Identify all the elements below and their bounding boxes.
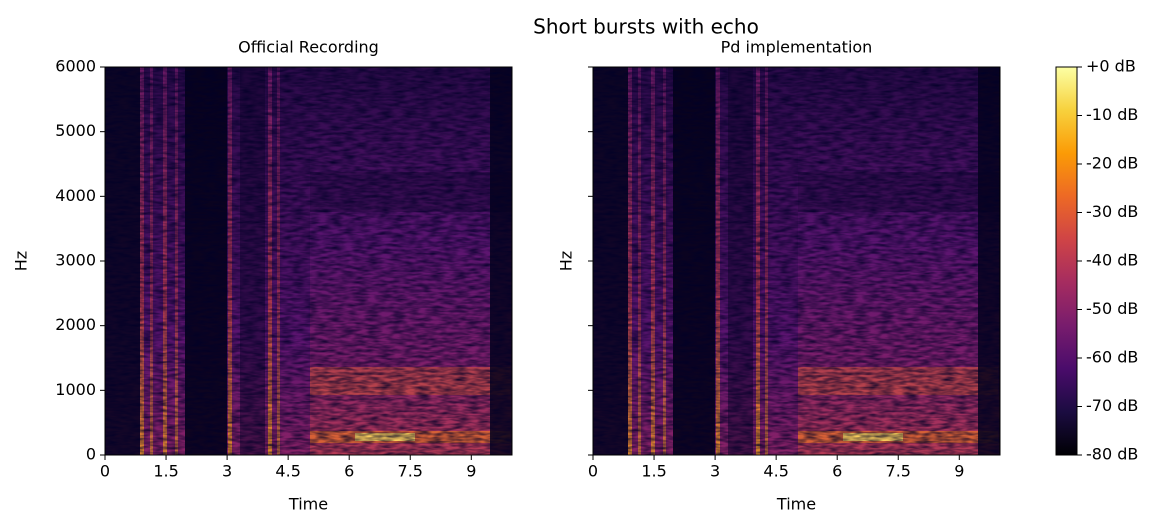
colorbar-tick-label: +0 dB [1086,57,1136,76]
y-axis-label: Hz [12,251,31,271]
colorbar-tick-label: -80 dB [1086,445,1138,464]
x-axis-label: Time [288,495,328,514]
x-tick-label: 6 [344,462,354,481]
subplot-title: Official Recording [238,38,379,57]
figure-title: Short bursts with echo [533,15,759,39]
x-axis-label: Time [776,495,816,514]
y-tick-label: 0 [86,445,96,464]
y-tick-label: 1000 [55,380,96,399]
colorbar-tick-label: -60 dB [1086,348,1138,367]
x-tick-label: 3 [222,462,232,481]
spectrogram-image [593,67,1000,455]
x-tick-label: 3 [710,462,720,481]
colorbar-tick-label: -30 dB [1086,202,1138,221]
colorbar-tick-label: -70 dB [1086,396,1138,415]
x-tick-label: 9 [466,462,476,481]
subplot-title: Pd implementation [721,38,873,57]
colorbar-tick-label: -10 dB [1086,105,1138,124]
y-tick-label: 5000 [55,121,96,140]
x-tick-label: 4.5 [763,462,788,481]
x-tick-label: 4.5 [275,462,300,481]
y-tick-label: 6000 [55,57,96,76]
colorbar-tick-label: -20 dB [1086,154,1138,173]
spectrogram-image [105,67,512,455]
y-axis-label: Hz [557,251,576,271]
y-tick-label: 4000 [55,186,96,205]
x-tick-label: 9 [954,462,964,481]
x-tick-label: 1.5 [641,462,666,481]
x-tick-label: 0 [588,462,598,481]
y-tick-label: 3000 [55,251,96,270]
y-tick-label: 2000 [55,315,96,334]
x-tick-label: 6 [832,462,842,481]
colorbar [1055,66,1078,456]
x-tick-label: 7.5 [886,462,911,481]
x-tick-label: 0 [100,462,110,481]
x-tick-label: 1.5 [153,462,178,481]
colorbar-tick-label: -40 dB [1086,251,1138,270]
x-tick-label: 7.5 [398,462,423,481]
colorbar-tick-label: -50 dB [1086,299,1138,318]
